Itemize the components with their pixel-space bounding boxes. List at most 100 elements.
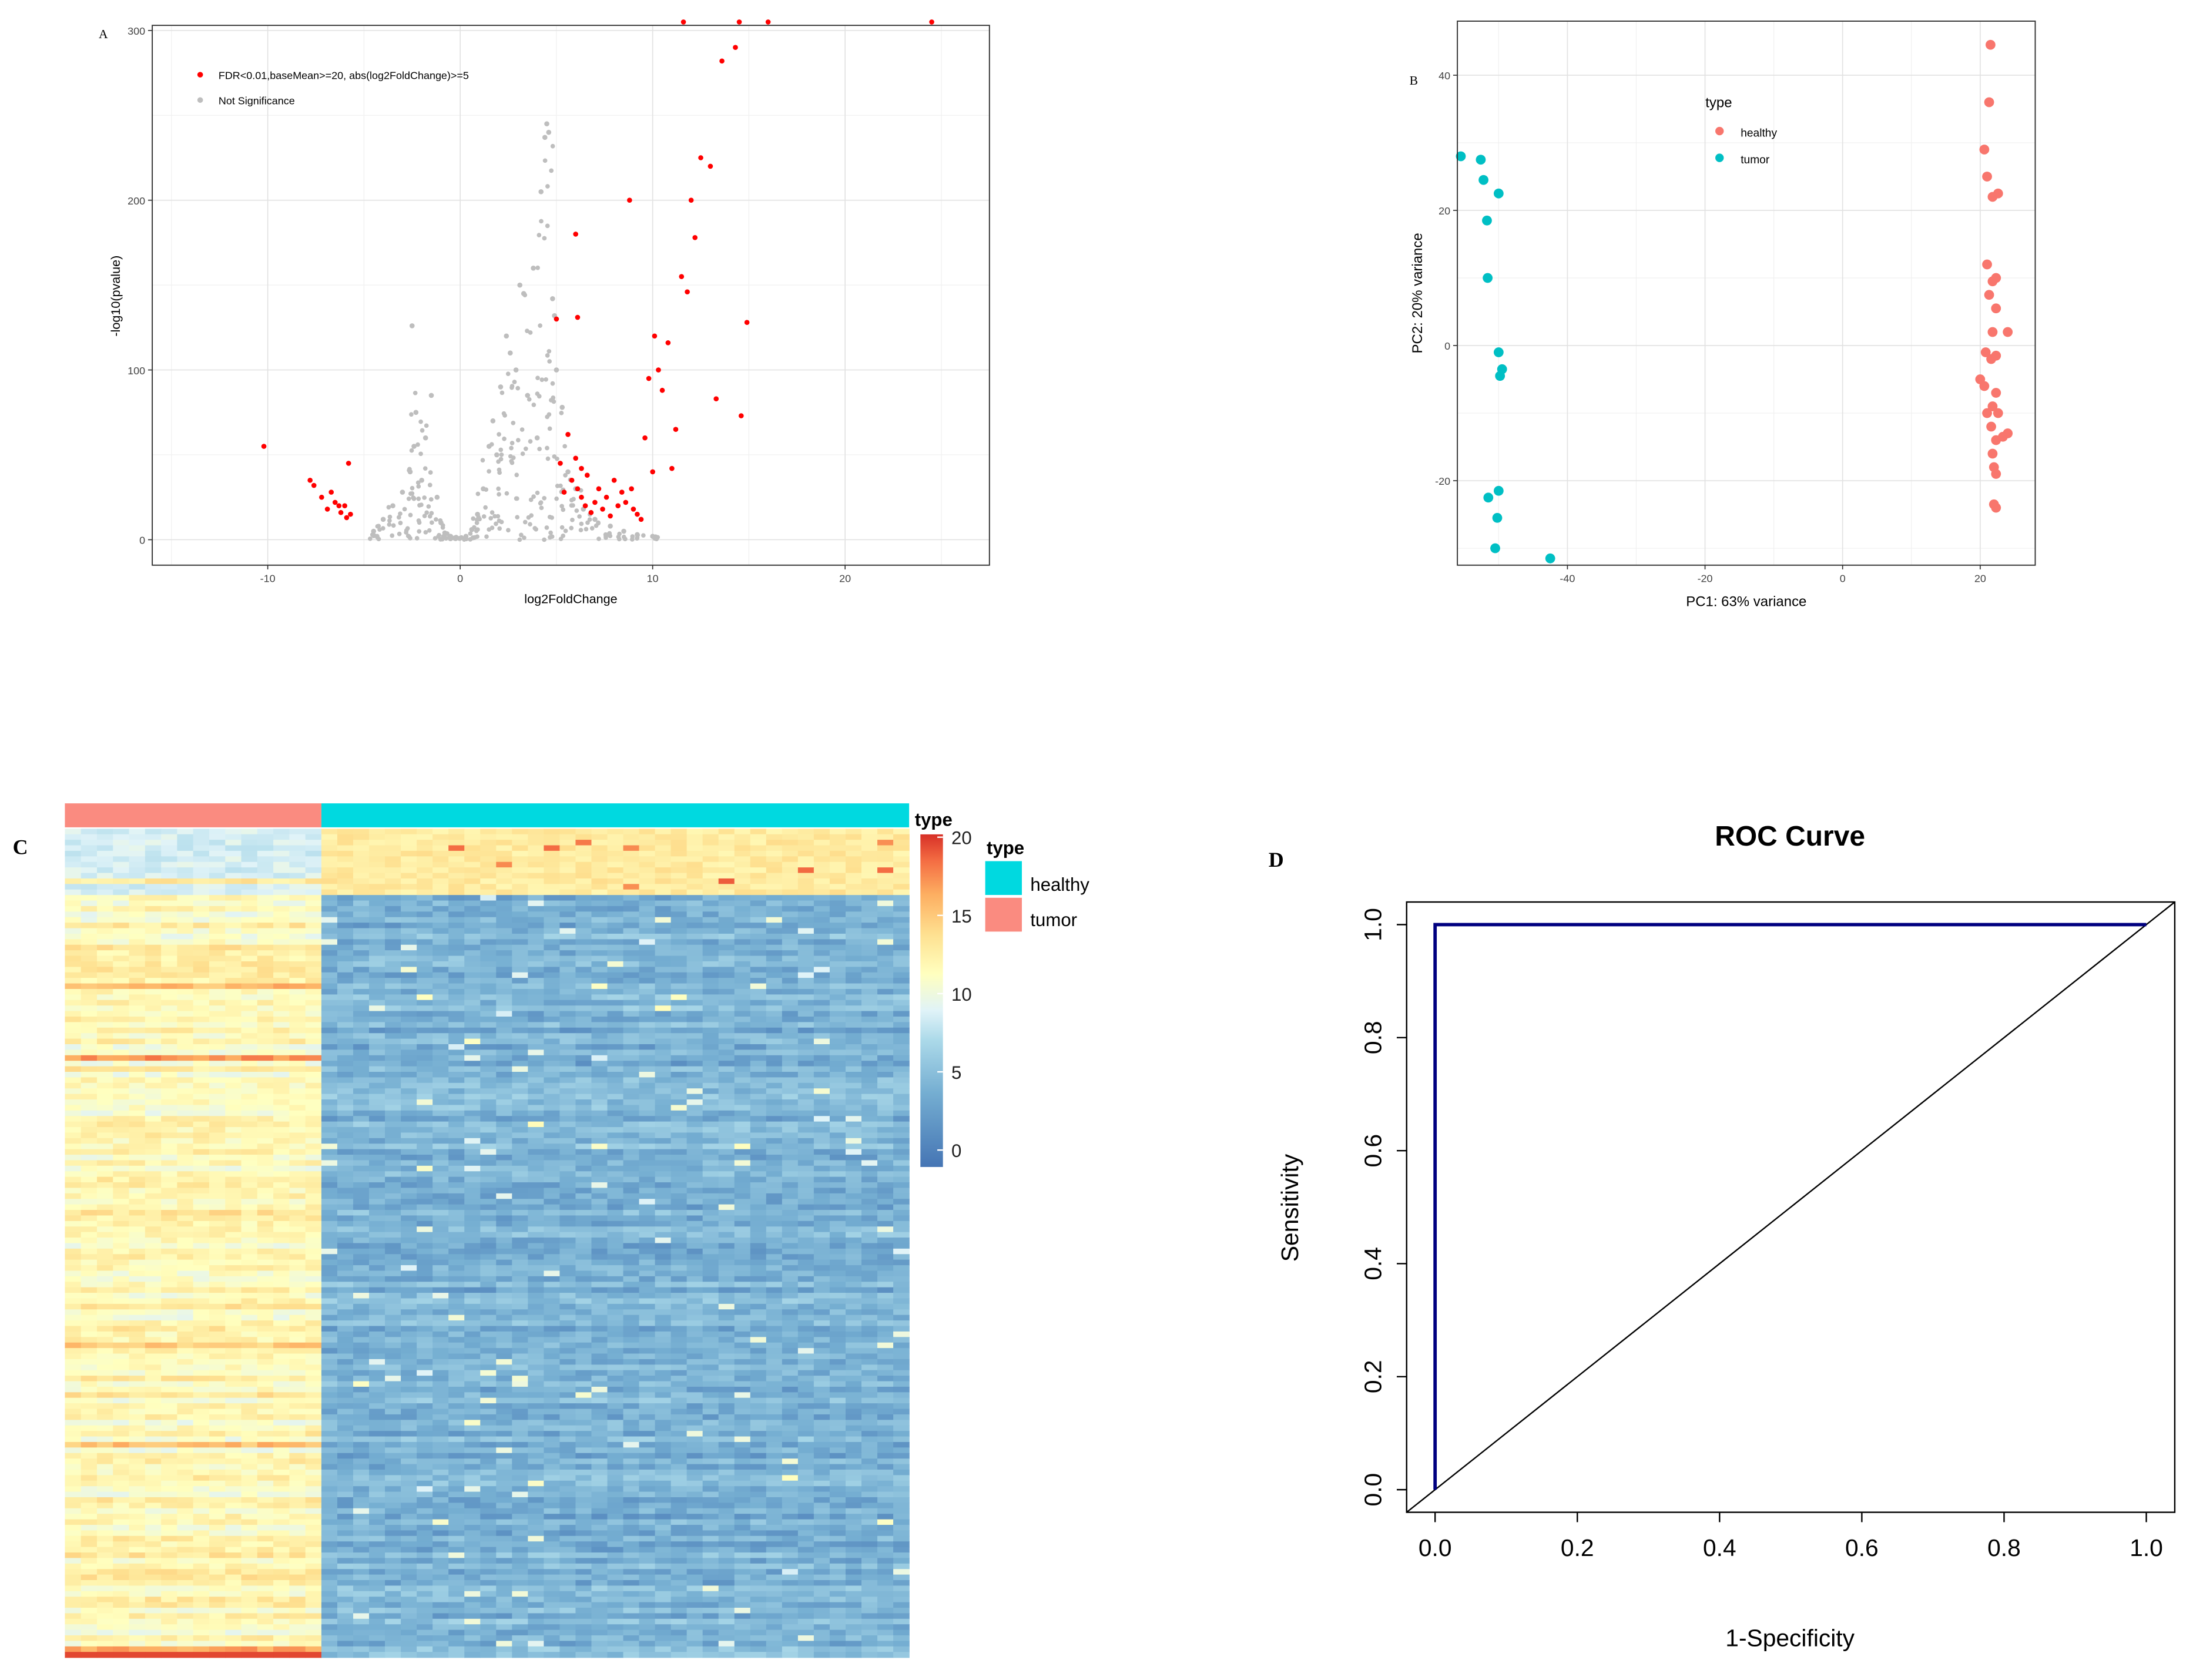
not-significant-point xyxy=(546,129,552,135)
heatmap-cell xyxy=(559,1165,576,1172)
heatmap-cell xyxy=(829,1082,846,1089)
heatmap-cell xyxy=(129,1248,146,1255)
heatmap-cell xyxy=(702,1204,719,1210)
heatmap-cell xyxy=(448,1022,465,1028)
heatmap-cell xyxy=(129,1215,146,1222)
heatmap-cell xyxy=(129,1027,146,1034)
heatmap-cell xyxy=(639,906,656,913)
heatmap-cell xyxy=(813,889,830,896)
heatmap-cell xyxy=(607,928,624,934)
heatmap-cell xyxy=(512,1210,529,1216)
heatmap-cell xyxy=(893,1193,910,1199)
not-significant-point xyxy=(483,505,488,510)
heatmap-cell xyxy=(575,950,592,957)
heatmap-cell xyxy=(686,1082,703,1089)
heatmap-cell xyxy=(591,1138,608,1144)
heatmap-cell xyxy=(845,1243,862,1249)
heatmap-cell xyxy=(544,1116,561,1122)
heatmap-cell xyxy=(655,1066,672,1072)
heatmap-cell xyxy=(353,906,370,913)
heatmap-cell xyxy=(353,1094,370,1100)
heatmap-cell xyxy=(161,1116,178,1122)
heatmap-cell xyxy=(432,1171,449,1178)
heatmap-cell xyxy=(448,1155,465,1161)
heatmap-cell xyxy=(337,939,354,945)
heatmap-cell xyxy=(734,834,751,840)
heatmap-cell xyxy=(797,1061,814,1067)
heatmap-cell xyxy=(528,1248,545,1255)
panel-a-letter: A xyxy=(99,27,108,41)
heatmap-cell xyxy=(639,1160,656,1166)
heatmap-cell xyxy=(480,1055,497,1061)
heatmap-cell xyxy=(559,1155,576,1161)
heatmap-cell xyxy=(559,967,576,973)
heatmap-cell xyxy=(480,1000,497,1006)
heatmap-cell xyxy=(893,1182,910,1189)
heatmap-cell xyxy=(575,1099,592,1106)
heatmap-cell xyxy=(559,884,576,890)
heatmap-cell xyxy=(337,1282,354,1288)
heatmap-cell xyxy=(559,923,576,929)
heatmap-cell xyxy=(639,1138,656,1144)
heatmap-cell xyxy=(734,1287,751,1293)
heatmap-cell xyxy=(161,1182,178,1189)
heatmap-cell xyxy=(655,983,672,990)
heatmap-cell xyxy=(766,1287,783,1293)
heatmap-cell xyxy=(845,1226,862,1233)
heatmap-cell xyxy=(496,1282,513,1288)
heatmap-cell xyxy=(96,1220,113,1227)
significant-point xyxy=(575,486,581,492)
panel-a-legend-nonsignificant-key xyxy=(197,97,203,103)
heatmap-cell xyxy=(385,889,401,896)
heatmap-cell xyxy=(861,961,878,968)
heatmap-cell xyxy=(305,911,322,918)
heatmap-cell xyxy=(401,1282,417,1288)
heatmap-cell xyxy=(305,1276,322,1283)
heatmap-cell xyxy=(337,867,354,874)
heatmap-cell xyxy=(655,1038,672,1045)
heatmap-cell xyxy=(401,1248,417,1255)
heatmap-cell xyxy=(544,988,561,995)
heatmap-cell xyxy=(877,1204,894,1210)
heatmap-cell xyxy=(65,1049,82,1056)
not-significant-point xyxy=(579,521,584,527)
heatmap-cell xyxy=(877,1022,894,1028)
heatmap-cell xyxy=(464,988,481,995)
heatmap-cell xyxy=(575,856,592,863)
heatmap-cell xyxy=(496,928,513,934)
heatmap-cell xyxy=(607,1282,624,1288)
heatmap-cell xyxy=(337,983,354,990)
heatmap-cell xyxy=(257,1094,274,1100)
heatmap-cell xyxy=(464,840,481,846)
heatmap-cell xyxy=(480,1155,497,1161)
significant-point xyxy=(642,435,648,441)
heatmap-cell xyxy=(417,944,433,951)
heatmap-cell xyxy=(480,1121,497,1128)
heatmap-cell xyxy=(113,1282,130,1288)
heatmap-cell xyxy=(385,1121,401,1128)
heatmap-cell xyxy=(528,1259,545,1266)
heatmap-cell xyxy=(321,1116,338,1122)
heatmap-cell xyxy=(417,961,433,968)
significant-point xyxy=(588,509,594,515)
heatmap-cell xyxy=(797,983,814,990)
heatmap-cell xyxy=(813,988,830,995)
heatmap-cell xyxy=(401,988,417,995)
heatmap-cell xyxy=(209,1138,226,1144)
heatmap-cell xyxy=(496,829,513,835)
heatmap-cell xyxy=(177,928,194,934)
heatmap-cell xyxy=(385,1193,401,1199)
heatmap-cell xyxy=(512,834,529,840)
heatmap-cell xyxy=(385,834,401,840)
heatmap-cell xyxy=(734,873,751,879)
heatmap-cell xyxy=(845,972,862,978)
heatmap-cell xyxy=(177,1188,194,1194)
heatmap-cell xyxy=(289,873,306,879)
heatmap-cell xyxy=(81,1210,98,1216)
not-significant-point xyxy=(400,489,405,495)
heatmap-cell xyxy=(734,1132,751,1139)
heatmap-cell xyxy=(273,1038,290,1045)
significant-point xyxy=(659,387,665,393)
heatmap-cell xyxy=(241,1176,258,1183)
